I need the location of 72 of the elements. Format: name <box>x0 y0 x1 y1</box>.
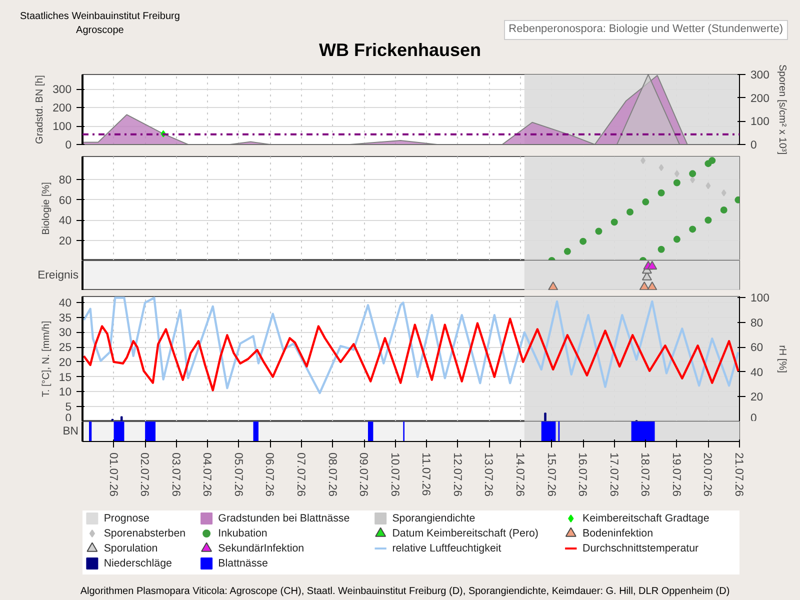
y2-tick-label: 60 <box>750 342 764 354</box>
y-tick-label: 200 <box>52 102 72 115</box>
legend-label: relative Luftfeuchtigkeit <box>392 542 502 554</box>
y2-tick-label: 100 <box>750 292 770 305</box>
y-tick-label: 25 <box>58 342 72 354</box>
y-tick-label: 80 <box>58 174 72 187</box>
legend-label: Niederschläge <box>104 558 172 570</box>
y2-tick-label: 300 <box>750 70 770 82</box>
y-axis-title: Ereignis <box>38 270 79 282</box>
legend-label: Sporangiendichte <box>392 512 476 524</box>
y-tick-label: 35 <box>58 312 72 324</box>
legend-label: Durchschnittstemperatur <box>582 542 700 554</box>
legend-label: Inkubation <box>218 528 268 540</box>
x-tick-label: 17.07.26 <box>607 452 620 497</box>
x-tick-label: 06.07.26 <box>263 452 276 497</box>
x-tick-label: 01.07.26 <box>106 452 119 497</box>
y2-axis-title: rH [%] <box>776 345 788 374</box>
x-tick-label: 21.07.26 <box>732 452 744 497</box>
x-tick-label: 14.07.26 <box>514 452 526 497</box>
y-tick-label: 0 <box>65 140 72 152</box>
text: Staatliches Weinbauinstitut Freiburg <box>20 10 180 24</box>
legend-label: Prognose <box>104 512 150 524</box>
y-tick-label: 20 <box>58 356 72 369</box>
x-tick-label: 05.07.26 <box>232 452 244 497</box>
legend-label: Gradstunden bei Blattnässe <box>218 512 350 524</box>
text: Agroscope <box>75 24 125 38</box>
y-axis-title: T. [°C], N. [mm/h] <box>40 320 52 398</box>
y-tick-label: 5 <box>65 402 72 414</box>
x-tick-label: 09.07.26 <box>357 452 370 497</box>
y2-tick-label: 80 <box>750 317 764 330</box>
y2-tick-label: 100 <box>750 116 770 128</box>
y-tick-label: 10 <box>58 386 72 399</box>
x-tick-label: 11.07.26 <box>420 452 432 496</box>
y2-axis-title: Sporen [s/cm² x 10³] <box>776 64 788 155</box>
legend-label: Datum Keimbereitschaft (Pero) <box>392 528 538 540</box>
y-tick-label: 30 <box>58 327 72 340</box>
x-tick-label: 02.07.26 <box>138 452 150 497</box>
y2-tick-label: 200 <box>750 92 770 105</box>
y2-tick-label: 0 <box>750 140 757 152</box>
y-axis-title: BN <box>62 426 79 438</box>
legend-label: Bodeninfektion <box>582 528 654 540</box>
legend-label: Keimbereitschaft Gradtage <box>582 512 710 524</box>
x-tick-label: 18.07.26 <box>638 452 651 497</box>
y-tick-label: 15 <box>58 372 72 384</box>
x-tick-label: 13.07.26 <box>482 452 494 497</box>
x-tick-label: 10.07.26 <box>388 452 400 497</box>
x-tick-label: 19.07.26 <box>670 452 682 497</box>
y2-tick-label: 20 <box>750 392 764 404</box>
y-tick-label: 20 <box>58 235 72 248</box>
y-axis-title: Biologie [%] <box>40 182 52 235</box>
legend-label: Sporulation <box>104 542 158 554</box>
x-tick-label: 07.07.26 <box>294 452 306 497</box>
x-tick-label: 15.07.26 <box>544 452 557 497</box>
x-tick-label: 16.07.26 <box>576 452 588 497</box>
legend-label: Sporenabsterben <box>104 528 186 540</box>
y-axis-title: Gradstd. BN [h] <box>34 74 46 144</box>
y-tick-label: 40 <box>58 215 72 228</box>
x-tick-label: 20.07.26 <box>701 452 714 497</box>
x-tick-label: 08.07.26 <box>326 452 338 497</box>
x-tick-label: 04.07.26 <box>200 452 213 497</box>
y-tick-label: 60 <box>58 194 72 207</box>
y2-tick-label: 40 <box>750 366 764 379</box>
legend-label: SekundärInfektion <box>218 542 304 554</box>
text: Algorithmen Plasmopara Viticola: Agroscope (CH), Staatl. Weinbauinstitut Freiburg (D), Sporangiendichte, Keimdauer: G. Hill, DLR Oppenheim (D) <box>5 585 800 600</box>
x-tick-label: 12.07.26 <box>450 452 463 497</box>
x-tick-label: 03.07.26 <box>169 452 182 497</box>
chart-subtitle: Rebenperonospora: Biologie und Wetter (Stundenwerte) <box>504 20 788 40</box>
y-tick-label: 40 <box>58 297 72 310</box>
y-tick-label: 100 <box>52 121 72 134</box>
y-tick-label: 300 <box>52 84 72 96</box>
legend-label: Blattnässe <box>218 558 268 570</box>
chart-title: WB Frickenhausen <box>318 39 482 62</box>
